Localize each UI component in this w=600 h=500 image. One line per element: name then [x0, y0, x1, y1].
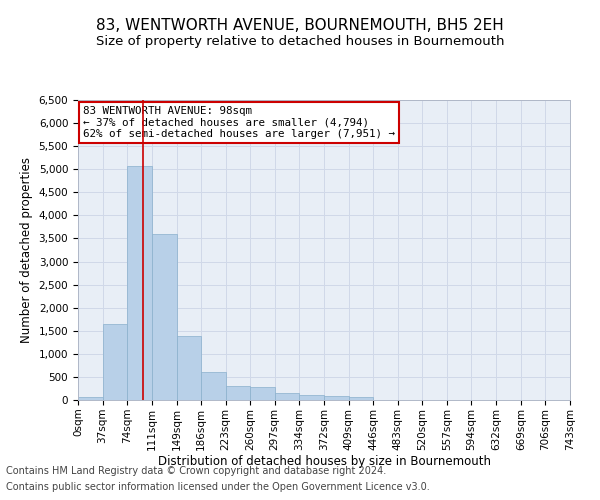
Text: Contains public sector information licensed under the Open Government Licence v3: Contains public sector information licen…: [6, 482, 430, 492]
Text: Size of property relative to detached houses in Bournemouth: Size of property relative to detached ho…: [96, 35, 504, 48]
Y-axis label: Number of detached properties: Number of detached properties: [20, 157, 33, 343]
Bar: [226, 386, 250, 400]
Bar: [127, 166, 152, 400]
Bar: [299, 395, 325, 400]
Bar: [250, 386, 275, 400]
Text: 83, WENTWORTH AVENUE, BOURNEMOUTH, BH5 2EH: 83, WENTWORTH AVENUE, BOURNEMOUTH, BH5 2…: [96, 18, 504, 32]
Bar: [78, 397, 103, 400]
Bar: [176, 336, 201, 400]
Bar: [201, 372, 226, 400]
Text: 83 WENTWORTH AVENUE: 98sqm
← 37% of detached houses are smaller (4,794)
62% of s: 83 WENTWORTH AVENUE: 98sqm ← 37% of deta…: [83, 106, 395, 139]
Bar: [325, 396, 349, 400]
Bar: [152, 234, 176, 400]
X-axis label: Distribution of detached houses by size in Bournemouth: Distribution of detached houses by size …: [157, 456, 491, 468]
Bar: [103, 324, 127, 400]
Bar: [349, 398, 373, 400]
Bar: [275, 393, 299, 400]
Text: Contains HM Land Registry data © Crown copyright and database right 2024.: Contains HM Land Registry data © Crown c…: [6, 466, 386, 476]
